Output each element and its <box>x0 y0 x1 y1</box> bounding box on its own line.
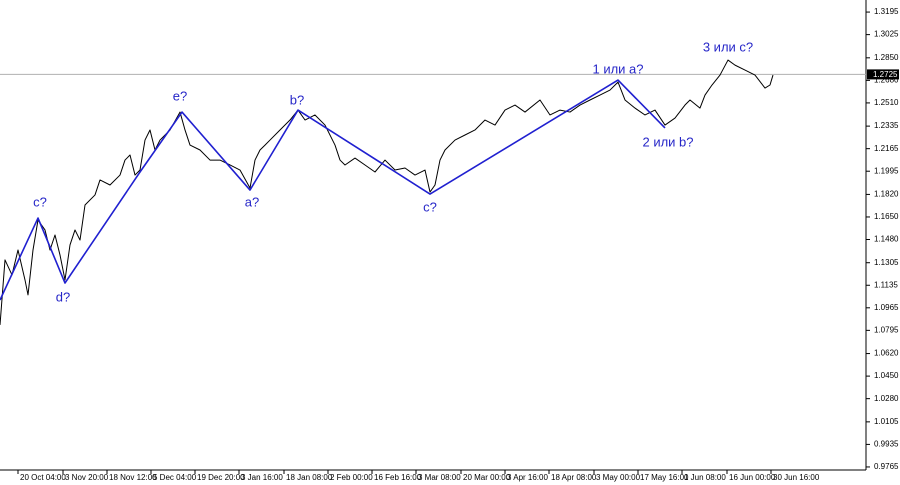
y-tick-label: 1.2335 <box>874 121 899 130</box>
x-tick-label: 20 Oct 04:00 <box>20 473 66 482</box>
y-tick-label: 1.0280 <box>874 394 899 403</box>
y-tick-label: 0.9765 <box>874 462 899 471</box>
y-tick-label: 1.3025 <box>874 30 899 39</box>
x-tick-label: 18 Nov 12:00 <box>109 473 157 482</box>
wave-label: b? <box>290 92 304 107</box>
y-tick-label: 1.1995 <box>874 166 899 175</box>
x-tick-label: 17 May 16:00 <box>640 473 689 482</box>
y-tick-label: 0.9935 <box>874 440 899 449</box>
x-tick-label: 3 May 00:00 <box>596 473 641 482</box>
x-tick-label: 20 Mar 00:00 <box>463 473 511 482</box>
wave-line <box>0 79 666 301</box>
x-tick-label: 19 Dec 20:00 <box>197 473 245 482</box>
x-tick-label: 18 Jan 08:00 <box>286 473 333 482</box>
y-tick-label: 1.0965 <box>874 303 899 312</box>
y-tick-label: 1.1650 <box>874 212 899 221</box>
y-tick-label: 1.0620 <box>874 349 899 358</box>
wave-label: c? <box>33 194 47 209</box>
x-tick-label: 3 Jan 16:00 <box>241 473 283 482</box>
wave-label: 1 или a? <box>592 61 643 76</box>
y-tick-label: 1.2165 <box>874 144 899 153</box>
y-tick-label: 1.0450 <box>874 371 899 380</box>
y-tick-label: 1.1305 <box>874 258 899 267</box>
wave-label: d? <box>56 289 70 304</box>
x-tick-label: 5 Dec 04:00 <box>153 473 197 482</box>
y-tick-label: 1.2680 <box>874 75 899 84</box>
wave-label: 2 или b? <box>642 134 693 149</box>
y-tick-label: 1.1135 <box>874 280 898 289</box>
x-tick-label: 2 Feb 00:00 <box>330 473 373 482</box>
y-tick-label: 1.0105 <box>874 417 899 426</box>
x-tick-label: 30 Jun 16:00 <box>773 473 820 482</box>
wave-label: a? <box>245 194 259 209</box>
y-tick-label: 1.2510 <box>874 98 899 107</box>
wave-label: c? <box>423 199 437 214</box>
last-price-label: 1.2725 <box>873 70 898 79</box>
last-price-box <box>867 69 899 80</box>
y-tick-label: 1.0795 <box>874 325 899 334</box>
y-tick-label: 1.1820 <box>874 190 899 199</box>
y-tick-label: 1.2850 <box>874 53 899 62</box>
wave-label: 3 или c? <box>703 39 753 54</box>
y-tick-label: 1.3195 <box>874 7 899 16</box>
y-tick-label: 1.1480 <box>874 235 899 244</box>
x-tick-label: 16 Jun 00:00 <box>729 473 776 482</box>
x-tick-label: 18 Apr 08:00 <box>551 473 597 482</box>
x-tick-label: 16 Feb 16:00 <box>374 473 422 482</box>
wave-label: e? <box>173 89 187 104</box>
x-tick-label: 3 Apr 16:00 <box>507 473 548 482</box>
x-tick-label: 1 Jun 08:00 <box>684 473 726 482</box>
price-line <box>0 59 774 325</box>
x-tick-label: 3 Nov 20:00 <box>65 473 109 482</box>
x-tick-label: 3 Mar 08:00 <box>418 473 461 482</box>
